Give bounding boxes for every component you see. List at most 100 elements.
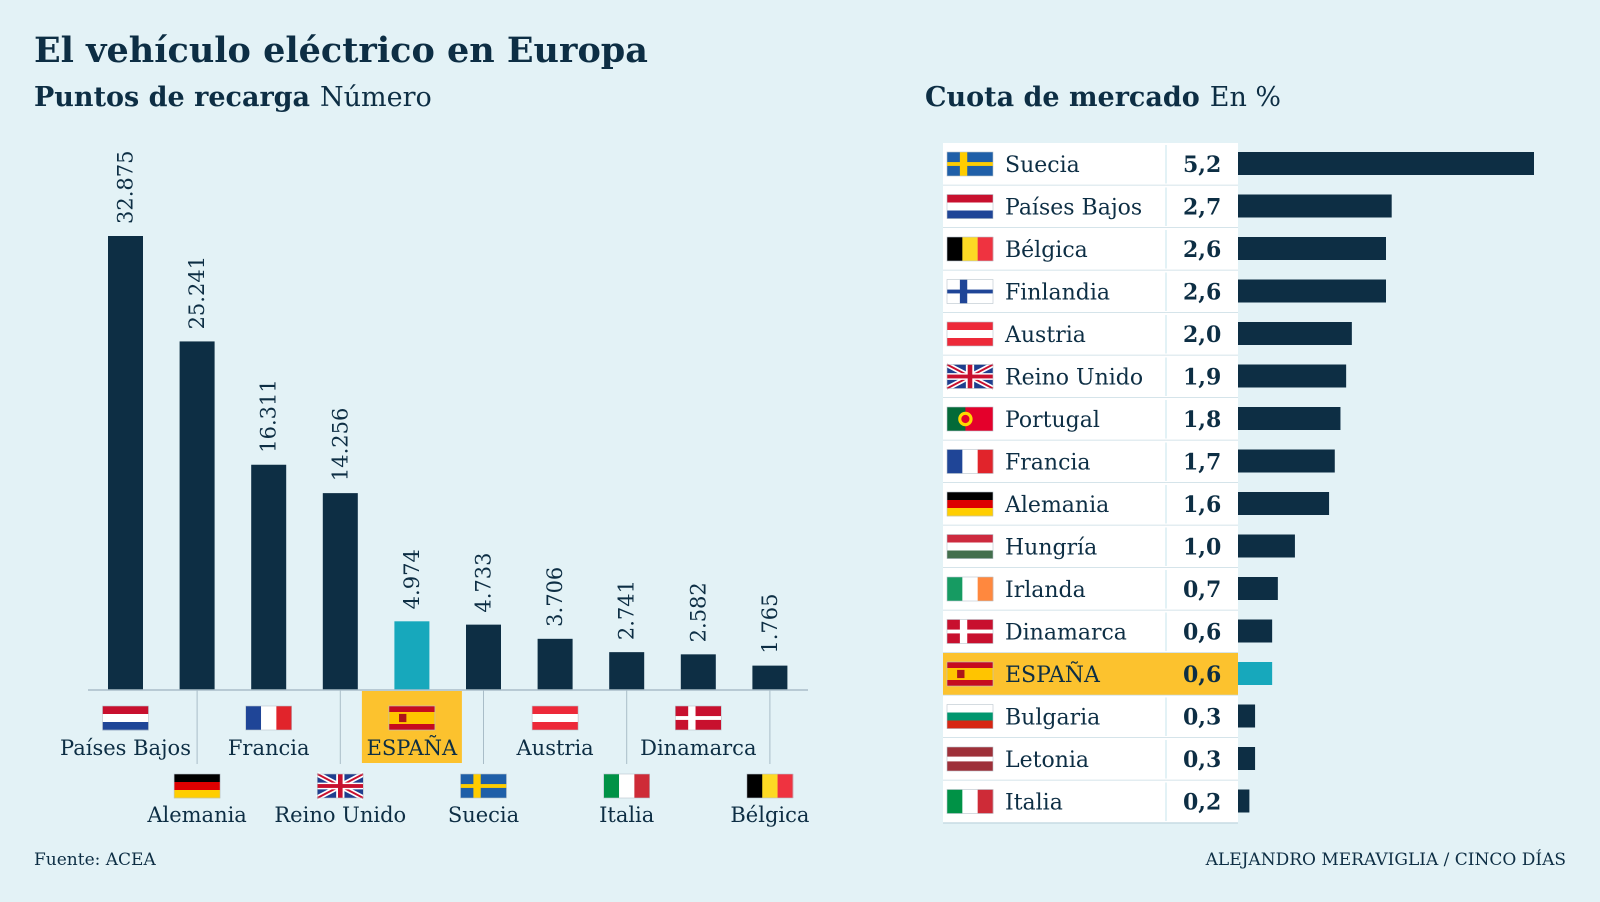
row-value-cell-austria <box>1167 313 1238 356</box>
flag-hungria-icon <box>946 534 994 559</box>
flag-portugal-icon <box>946 406 994 432</box>
row-value-alemania: 1,6 <box>1183 492 1221 518</box>
hbar-irlanda <box>1238 577 1278 600</box>
row-value-paises-bajos: 2,7 <box>1183 195 1221 221</box>
hbar-finlandia <box>1238 279 1386 303</box>
row-label-francia: Francia <box>1005 451 1091 476</box>
flag-paises-bajos-icon <box>102 705 149 731</box>
row-label-portugal: Portugal <box>1005 408 1100 433</box>
row-label-finlandia: Finlandia <box>1005 281 1110 306</box>
author-credit: ALEJANDRO MERAVIGLIA / CINCO DÍAS <box>1205 850 1566 870</box>
row-value-portugal: 1,8 <box>1183 407 1221 433</box>
bar-italia <box>609 652 645 690</box>
bar-value-dinamarca: 2.582 <box>686 582 710 642</box>
flag-reino-unido-icon <box>945 362 995 391</box>
row-value-austria: 2,0 <box>1183 322 1221 348</box>
hbar-belgica <box>1238 237 1386 260</box>
row-value-espana: 0,6 <box>1183 662 1221 688</box>
hbar-bulgaria <box>1238 704 1256 728</box>
row-value-cell-belgica <box>1167 228 1238 271</box>
bar-francia <box>251 464 287 690</box>
hbar-espana <box>1238 662 1273 685</box>
row-value-cell-letonia <box>1167 738 1238 781</box>
row-label-letonia: Letonia <box>1005 748 1089 773</box>
flag-espana-icon <box>388 705 436 731</box>
hbar-paises-bajos <box>1238 194 1392 218</box>
bar-reino-unido <box>322 493 358 690</box>
row-value-irlanda: 0,7 <box>1183 577 1221 603</box>
row-label-belgica: Bélgica <box>1005 238 1088 263</box>
row-value-francia: 1,7 <box>1183 450 1221 476</box>
flag-italia-icon <box>603 773 651 799</box>
category-label-paises-bajos: Países Bajos <box>60 736 191 760</box>
row-value-bulgaria: 0,3 <box>1183 705 1221 731</box>
hbar-portugal <box>1238 407 1341 430</box>
category-label-austria: Austria <box>516 736 594 760</box>
flag-alemania-icon <box>946 491 994 517</box>
row-value-suecia: 5,2 <box>1183 152 1221 178</box>
bar-value-belgica: 1.765 <box>758 594 782 654</box>
right-chart-unit: En % <box>1209 82 1282 113</box>
row-value-cell-finlandia <box>1167 270 1238 313</box>
flag-dinamarca-icon <box>946 619 994 644</box>
bar-value-espana: 4.974 <box>400 549 424 609</box>
flag-belgica-icon <box>946 236 994 262</box>
bar-austria <box>537 638 573 690</box>
bar-value-alemania: 25.241 <box>185 256 209 329</box>
flag-reino-unido-icon <box>316 771 365 801</box>
row-value-cell-italia <box>1167 780 1238 823</box>
source-note: Fuente: ACEA <box>34 850 156 870</box>
row-value-cell-bulgaria <box>1167 695 1238 738</box>
row-label-austria: Austria <box>1004 323 1086 348</box>
row-label-hungria: Hungría <box>1005 536 1097 561</box>
bar-value-reino-unido: 14.256 <box>328 408 352 481</box>
hbar-reino-unido <box>1238 364 1347 388</box>
flag-austria-icon <box>946 321 994 347</box>
bar-value-suecia: 4.733 <box>472 553 496 613</box>
row-value-letonia: 0,3 <box>1183 747 1221 773</box>
main-title: El vehículo eléctrico en Europa <box>34 30 648 71</box>
flag-paises-bajos-icon <box>946 194 994 219</box>
hbar-letonia <box>1238 747 1256 770</box>
row-value-cell-francia <box>1167 440 1238 483</box>
hbar-italia <box>1238 789 1250 813</box>
hbar-dinamarca <box>1238 619 1273 643</box>
row-value-reino-unido: 1,9 <box>1183 365 1221 391</box>
row-value-italia: 0,2 <box>1183 790 1221 816</box>
row-value-cell-dinamarca <box>1167 610 1238 653</box>
bar-paises-bajos <box>108 236 143 690</box>
category-label-espana: ESPAÑA <box>367 736 458 760</box>
category-label-alemania: Alemania <box>146 803 247 827</box>
left-chart-title: Puntos de recarga Número <box>34 82 432 113</box>
category-label-reino-unido: Reino Unido <box>274 803 406 827</box>
row-value-cell-paises-bajos <box>1167 185 1238 228</box>
hbar-francia <box>1238 449 1335 473</box>
row-value-cell-alemania <box>1167 483 1238 526</box>
left-chart-unit: Número <box>320 82 432 113</box>
hbar-alemania <box>1238 492 1330 515</box>
flag-suecia-icon <box>946 151 994 177</box>
right-chart-title: Cuota de mercado En % <box>925 82 1281 113</box>
row-value-cell-reino-unido <box>1167 355 1238 398</box>
flag-bulgaria-icon <box>946 704 994 729</box>
flag-letonia-icon <box>946 746 994 772</box>
row-value-finlandia: 2,6 <box>1183 280 1221 306</box>
flag-austria-icon <box>531 705 579 731</box>
row-value-belgica: 2,6 <box>1183 237 1221 263</box>
flag-italia-icon <box>946 789 994 814</box>
hbar-hungria <box>1238 534 1295 558</box>
flag-alemania-icon <box>173 773 221 799</box>
bar-dinamarca <box>680 654 716 690</box>
row-value-cell-portugal <box>1167 398 1238 441</box>
bar-espana <box>394 621 430 690</box>
bar-value-italia: 2.741 <box>615 580 639 640</box>
flag-espana-icon <box>946 661 994 687</box>
flag-dinamarca-icon <box>674 705 722 731</box>
row-value-cell-espana <box>1167 653 1238 696</box>
category-label-belgica: Bélgica <box>730 803 809 827</box>
bar-value-paises-bajos: 32.875 <box>114 151 138 224</box>
category-label-suecia: Suecia <box>448 803 519 827</box>
bar-suecia <box>466 624 501 690</box>
row-label-bulgaria: Bulgaria <box>1005 706 1100 731</box>
